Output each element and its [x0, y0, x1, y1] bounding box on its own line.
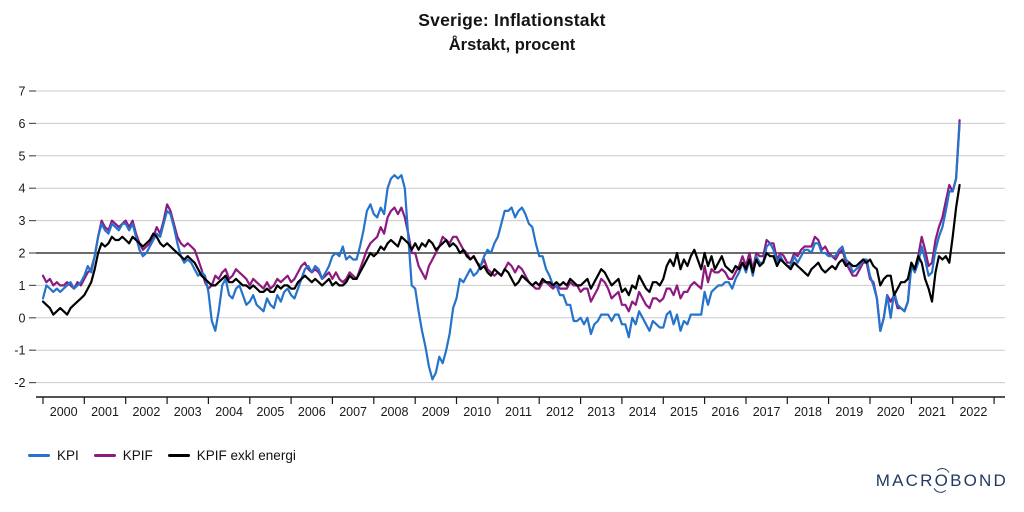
legend-item-kpi: KPI [28, 448, 79, 463]
legend-label-kpif: KPIF [122, 448, 153, 463]
x-tick-label: 2001 [91, 405, 119, 419]
y-tick-label: 3 [19, 214, 26, 228]
kpif-exkl-energi-line-swatch [167, 454, 190, 457]
x-tick-label: 2014 [629, 405, 657, 419]
x-tick-label: 2006 [298, 405, 326, 419]
x-tick-label: 2003 [174, 405, 202, 419]
y-tick-label: 2 [19, 247, 26, 261]
y-tick-label: 0 [19, 311, 26, 325]
y-tick-label: 6 [19, 117, 26, 131]
kpif-line-swatch [93, 454, 116, 457]
x-tick-label: 2016 [711, 405, 739, 419]
macrobond-logo: MACR O BOND [876, 471, 1008, 491]
x-tick-label: 2000 [50, 405, 78, 419]
x-tick-label: 2004 [215, 405, 243, 419]
x-tick-label: 2017 [753, 405, 781, 419]
kpi-line-swatch [28, 454, 50, 457]
chart-title: Sverige: Inflationstakt [418, 10, 606, 30]
y-tick-label: 4 [19, 182, 26, 196]
x-tick-label: 2010 [463, 405, 491, 419]
chart-subtitle: Årstakt, procent [448, 36, 576, 54]
x-tick-label: 2011 [505, 405, 532, 419]
y-tick-label: 7 [19, 85, 26, 99]
legend-label-kpif-exkl-energi: KPIF exkl energi [196, 448, 296, 463]
x-tick-label: 2022 [959, 405, 987, 419]
logo-text-pre: MACR [875, 471, 935, 490]
legend-item-kpif-exkl-energi: KPIF exkl energi [167, 448, 296, 463]
x-tick-label: 2002 [132, 405, 160, 419]
logo-orbit-o-icon: O [934, 471, 951, 490]
legend-label-kpi: KPI [57, 448, 79, 463]
series-line-kpif-exkl-energi [41, 183, 961, 316]
x-tick-label: 2008 [381, 405, 409, 419]
x-tick-label: 2005 [256, 405, 284, 419]
x-tick-label: 2018 [794, 405, 822, 419]
logo-text-post: BOND [950, 471, 1008, 490]
chart-legend: KPI KPIF KPIF exkl energi [28, 448, 296, 463]
legend-item-kpif: KPIF [93, 448, 153, 463]
y-tick-label: -1 [14, 344, 25, 358]
y-tick-label: 1 [19, 279, 26, 293]
x-tick-label: 2020 [877, 405, 905, 419]
x-tick-label: 2019 [835, 405, 863, 419]
x-tick-label: 2021 [918, 405, 946, 419]
x-tick-label: 2007 [339, 405, 367, 419]
x-tick-label: 2012 [546, 405, 574, 419]
x-tick-label: 2013 [587, 405, 615, 419]
y-tick-label: 5 [19, 149, 26, 163]
x-tick-label: 2015 [670, 405, 698, 419]
x-tick-label: 2009 [422, 405, 450, 419]
series-line-kpi [41, 122, 961, 381]
y-tick-label: -2 [14, 376, 25, 390]
